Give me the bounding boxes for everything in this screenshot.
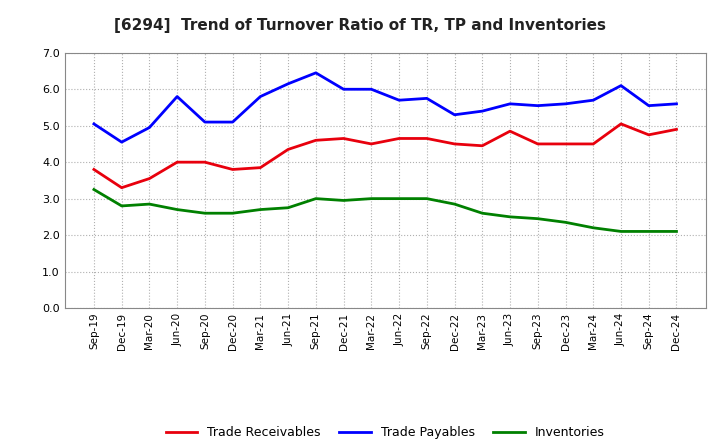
Trade Receivables — [450, 141, 459, 147]
Trade Payables — [312, 70, 320, 76]
Trade Payables — [644, 103, 653, 108]
Inventories — [450, 202, 459, 207]
Trade Payables — [561, 101, 570, 106]
Inventories — [312, 196, 320, 201]
Trade Receivables — [367, 141, 376, 147]
Trade Receivables — [561, 141, 570, 147]
Trade Receivables — [505, 128, 514, 134]
Text: [6294]  Trend of Turnover Ratio of TR, TP and Inventories: [6294] Trend of Turnover Ratio of TR, TP… — [114, 18, 606, 33]
Trade Receivables — [201, 160, 210, 165]
Trade Payables — [256, 94, 265, 99]
Inventories — [117, 203, 126, 209]
Trade Payables — [672, 101, 681, 106]
Inventories — [284, 205, 292, 210]
Trade Payables — [145, 125, 154, 130]
Inventories — [534, 216, 542, 221]
Inventories — [173, 207, 181, 212]
Trade Payables — [478, 109, 487, 114]
Trade Receivables — [589, 141, 598, 147]
Trade Receivables — [616, 121, 625, 127]
Inventories — [395, 196, 403, 201]
Trade Receivables — [534, 141, 542, 147]
Inventories — [478, 211, 487, 216]
Line: Trade Payables: Trade Payables — [94, 73, 677, 142]
Trade Payables — [228, 119, 237, 125]
Trade Payables — [201, 119, 210, 125]
Trade Receivables — [228, 167, 237, 172]
Trade Payables — [284, 81, 292, 86]
Inventories — [644, 229, 653, 234]
Trade Receivables — [173, 160, 181, 165]
Trade Receivables — [478, 143, 487, 148]
Inventories — [561, 220, 570, 225]
Trade Payables — [395, 98, 403, 103]
Trade Receivables — [284, 147, 292, 152]
Trade Payables — [616, 83, 625, 88]
Inventories — [423, 196, 431, 201]
Trade Payables — [589, 98, 598, 103]
Trade Receivables — [145, 176, 154, 181]
Trade Payables — [505, 101, 514, 106]
Trade Payables — [89, 121, 98, 127]
Trade Payables — [117, 139, 126, 145]
Inventories — [228, 211, 237, 216]
Inventories — [201, 211, 210, 216]
Line: Inventories: Inventories — [94, 190, 677, 231]
Trade Receivables — [256, 165, 265, 170]
Inventories — [145, 202, 154, 207]
Trade Receivables — [395, 136, 403, 141]
Line: Trade Receivables: Trade Receivables — [94, 124, 677, 188]
Trade Payables — [534, 103, 542, 108]
Trade Receivables — [423, 136, 431, 141]
Trade Receivables — [89, 167, 98, 172]
Trade Receivables — [672, 127, 681, 132]
Trade Payables — [339, 87, 348, 92]
Trade Payables — [367, 87, 376, 92]
Trade Payables — [173, 94, 181, 99]
Inventories — [672, 229, 681, 234]
Inventories — [339, 198, 348, 203]
Trade Receivables — [117, 185, 126, 191]
Trade Receivables — [644, 132, 653, 137]
Trade Payables — [423, 96, 431, 101]
Trade Receivables — [312, 138, 320, 143]
Legend: Trade Receivables, Trade Payables, Inventories: Trade Receivables, Trade Payables, Inven… — [161, 422, 610, 440]
Inventories — [367, 196, 376, 201]
Trade Receivables — [339, 136, 348, 141]
Inventories — [616, 229, 625, 234]
Trade Payables — [450, 112, 459, 117]
Inventories — [589, 225, 598, 231]
Inventories — [505, 214, 514, 220]
Inventories — [256, 207, 265, 212]
Inventories — [89, 187, 98, 192]
